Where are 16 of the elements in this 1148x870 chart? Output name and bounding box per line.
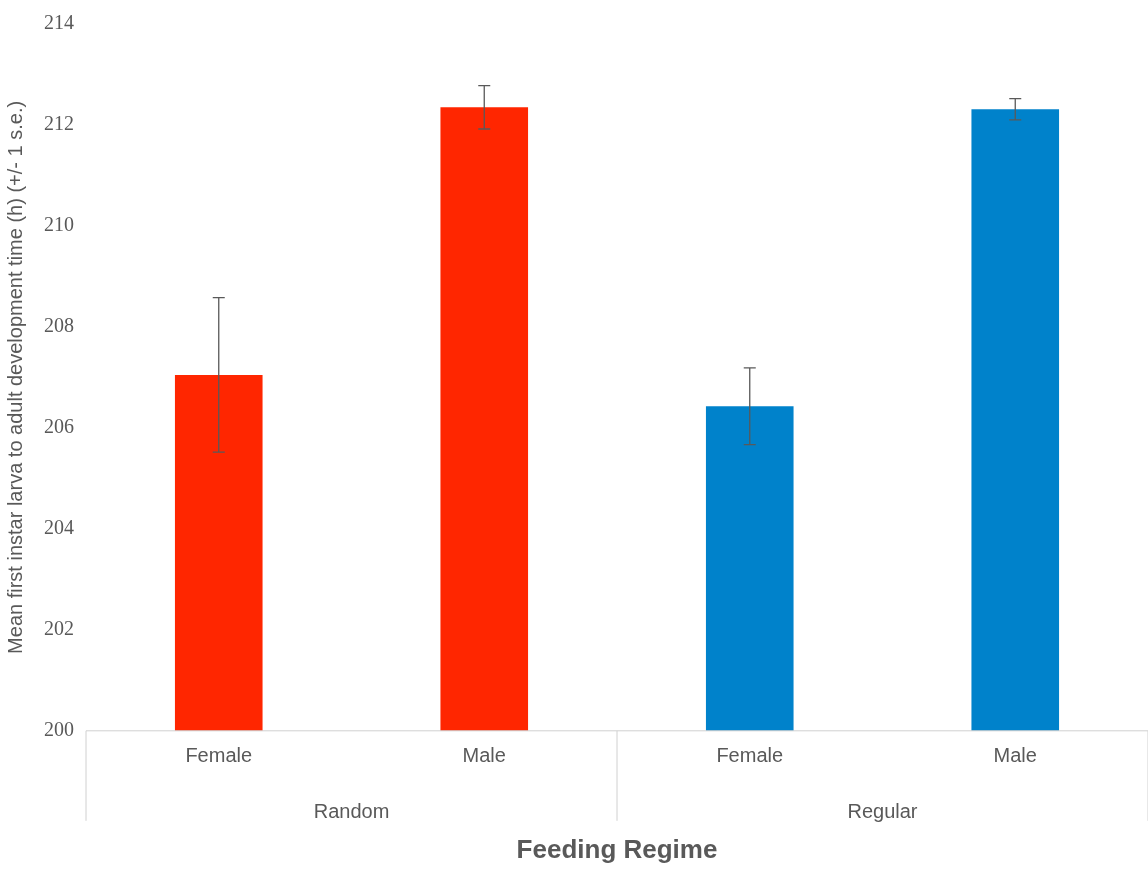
text: Random: [313, 799, 390, 822]
y-tick-label: 202: [44, 617, 74, 640]
y-tick-label: 200: [44, 718, 74, 741]
y-tick-label: 212: [44, 112, 74, 135]
y-tick-label: 210: [44, 213, 74, 236]
y-axis-title: Mean first instar larva to adult development time (h) (+/- 1 s.e.): [3, 100, 26, 654]
text: Regular: [847, 799, 918, 822]
y-tick-label: 206: [44, 415, 74, 438]
y-tick-label: 208: [44, 314, 74, 337]
x-tick-label: Female: [716, 744, 784, 767]
y-tick-label: 214: [44, 11, 74, 34]
x-axis-title: Feeding Regime: [516, 833, 718, 864]
x-tick-label: Female: [185, 744, 253, 767]
y-tick-label: 204: [44, 516, 74, 539]
x-tick-label: Male: [993, 744, 1037, 767]
x-tick-label: Male: [462, 744, 506, 767]
